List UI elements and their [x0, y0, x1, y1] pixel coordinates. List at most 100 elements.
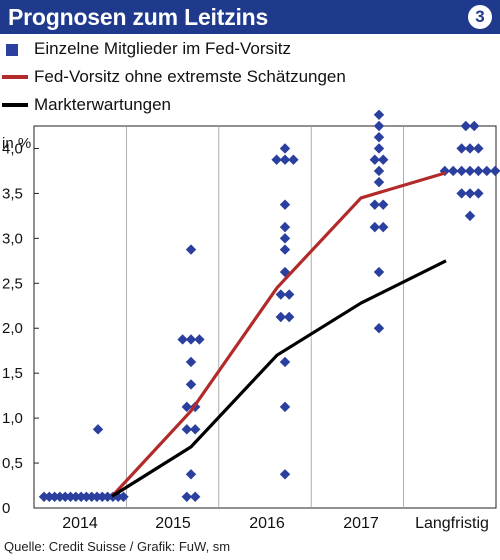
legend-swatch-market	[2, 103, 28, 107]
member-forecast-point	[44, 491, 55, 502]
x-tick-label: 2017	[343, 515, 379, 532]
member-forecast-point	[373, 132, 385, 143]
y-tick-label: 0	[2, 500, 10, 517]
member-forecast-point	[373, 109, 385, 120]
member-forecast-point	[288, 154, 299, 165]
legend-item-fed: Fed-Vorsitz ohne extremste Schätzungen	[0, 64, 500, 90]
member-forecast-point	[271, 154, 282, 165]
series-line-fed-trimmed	[110, 171, 447, 498]
y-tick-label: 4,0	[2, 140, 23, 157]
member-forecast-point	[86, 491, 97, 502]
member-forecast-point	[279, 221, 291, 233]
member-forecast-point	[279, 199, 291, 210]
member-forecast-point	[185, 244, 197, 255]
member-forecast-point	[473, 188, 484, 199]
y-tick-label: 3,0	[2, 230, 23, 247]
plot-frame	[33, 125, 497, 509]
legend-label-fed: Fed-Vorsitz ohne extremste Schätzungen	[34, 67, 346, 86]
y-axis-label: in %	[2, 135, 31, 152]
member-forecast-point	[469, 120, 480, 132]
y-tick-label: 3,5	[2, 185, 23, 202]
member-forecast-point	[190, 424, 201, 435]
member-forecast-point	[279, 469, 291, 480]
member-forecast-point	[97, 491, 108, 502]
x-tick-label: 2014	[62, 515, 98, 532]
member-forecast-point	[185, 379, 197, 390]
member-forecast-point	[373, 143, 385, 154]
member-forecast-point	[460, 120, 471, 132]
member-forecast-point	[373, 266, 385, 278]
member-forecast-point	[464, 165, 476, 177]
member-forecast-point	[118, 491, 129, 502]
member-forecast-point	[92, 424, 104, 435]
member-forecast-point	[275, 289, 286, 300]
member-forecast-point	[456, 188, 467, 199]
member-forecast-point	[284, 311, 295, 323]
member-forecast-point	[279, 356, 291, 368]
y-tick-label: 2,0	[2, 320, 23, 337]
chart-number-badge: 3	[468, 5, 492, 29]
member-forecast-point	[373, 165, 385, 177]
member-forecast-point	[185, 469, 197, 480]
member-forecast-point	[490, 165, 500, 177]
series-line-market	[111, 259, 447, 498]
member-forecast-point	[38, 491, 50, 502]
member-forecast-point	[194, 334, 205, 345]
member-forecast-point	[54, 491, 66, 502]
member-forecast-point	[373, 323, 385, 334]
member-forecast-point	[102, 491, 113, 502]
y-tick-label: 1,0	[2, 410, 23, 427]
member-forecast-point	[65, 491, 76, 502]
member-forecast-point	[279, 143, 291, 154]
y-tick-label: 2,5	[2, 275, 23, 292]
member-forecast-point	[75, 491, 87, 502]
member-forecast-point	[181, 401, 192, 413]
member-forecast-point	[279, 244, 291, 255]
member-forecast-point	[181, 424, 192, 435]
member-forecast-point	[369, 221, 380, 233]
member-forecast-point	[275, 311, 286, 323]
legend-label-market: Markterwartungen	[34, 95, 172, 114]
source-note: Quelle: Credit Suisse / Grafik: FuW, sm	[4, 539, 231, 554]
member-forecast-point	[177, 334, 188, 345]
member-forecast-point	[279, 154, 291, 165]
member-forecast-point	[49, 491, 60, 502]
member-forecast-point	[70, 491, 81, 502]
member-forecast-point	[473, 165, 484, 177]
member-forecast-point	[369, 154, 380, 165]
member-forecast-point	[279, 233, 291, 244]
member-forecast-point	[185, 334, 197, 345]
member-forecast-point	[185, 356, 197, 368]
chart-title: Prognosen zum Leitzins	[8, 4, 269, 30]
member-forecast-point	[473, 143, 484, 154]
title-bar: Prognosen zum Leitzins 3	[0, 0, 500, 34]
member-forecast-point	[369, 199, 380, 210]
member-forecast-point	[373, 176, 385, 188]
member-forecast-point	[378, 221, 389, 233]
member-forecast-point	[456, 143, 467, 154]
x-tick-label: 2016	[249, 515, 285, 532]
member-forecast-point	[481, 165, 492, 177]
y-tick-label: 0,5	[2, 455, 23, 472]
member-forecast-point	[464, 188, 476, 199]
legend-swatch-fed	[2, 75, 28, 79]
x-tick-label: 2015	[155, 515, 191, 532]
member-forecast-point	[448, 165, 459, 177]
member-forecast-point	[81, 491, 92, 502]
member-forecast-point	[456, 165, 467, 177]
legend-item-market: Markterwartungen	[0, 92, 500, 118]
y-tick-label: 1,5	[2, 365, 23, 382]
member-forecast-point	[279, 401, 291, 413]
member-forecast-point	[378, 199, 389, 210]
member-forecast-point	[60, 491, 71, 502]
member-forecast-point	[373, 120, 385, 132]
legend-label-members: Einzelne Mitglieder im Fed-Vorsitz	[34, 39, 291, 58]
member-forecast-point	[284, 289, 295, 300]
member-forecast-point	[91, 491, 103, 502]
x-tick-label: Langfristig	[415, 515, 489, 532]
member-forecast-point	[181, 491, 192, 502]
member-forecast-point	[190, 491, 201, 502]
legend-item-members: Einzelne Mitglieder im Fed-Vorsitz	[0, 36, 500, 62]
member-forecast-point	[464, 143, 476, 154]
